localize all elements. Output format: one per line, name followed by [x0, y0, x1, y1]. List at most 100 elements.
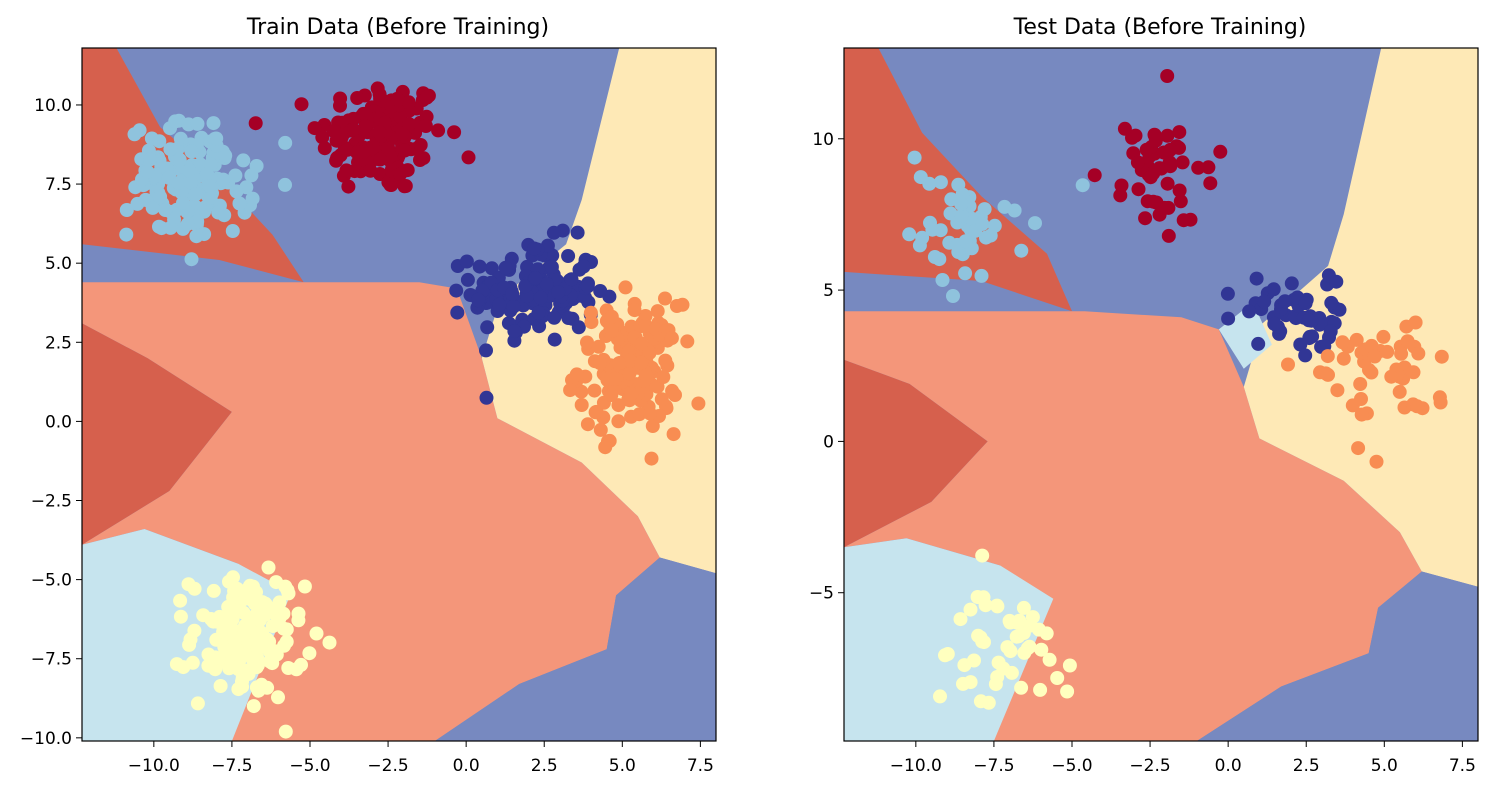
- test-point-class-2: [1354, 407, 1369, 422]
- test-y-tick-label: 5: [823, 281, 834, 301]
- train-point-class-2: [645, 419, 660, 433]
- train-point-class-1: [498, 260, 513, 275]
- train-point-class-0: [346, 111, 361, 126]
- test-point-class-2: [1336, 351, 1351, 366]
- test-chart-title: Test Data (Before Training): [1013, 15, 1307, 40]
- train-point-class-3: [228, 168, 243, 183]
- train-point-class-3: [171, 175, 186, 190]
- test-point-class-0: [1157, 200, 1172, 215]
- train-point-class-3: [130, 196, 145, 211]
- test-point-class-1: [1220, 286, 1235, 301]
- test-point-class-3: [974, 268, 989, 283]
- test-point-class-4: [1042, 652, 1057, 667]
- train-point-class-4: [173, 593, 188, 608]
- test-region-salmon: [844, 311, 1422, 741]
- train-point-class-2: [680, 334, 695, 349]
- train-y-tick-label: 10.0: [34, 96, 72, 116]
- test-point-class-3: [1028, 216, 1042, 231]
- train-point-class-1: [505, 286, 520, 301]
- test-point-class-2: [1411, 346, 1426, 361]
- train-point-class-4: [279, 634, 294, 649]
- train-point-class-3: [168, 114, 183, 129]
- train-point-class-4: [249, 607, 264, 622]
- train-point-class-0: [333, 91, 348, 106]
- test-point-class-2: [1384, 369, 1399, 384]
- test-point-class-0: [1128, 128, 1143, 143]
- test-point-class-2: [1434, 349, 1449, 364]
- train-y-tick-label: 2.5: [45, 333, 72, 353]
- train-y-tick-label: −2.5: [31, 492, 72, 512]
- test-point-class-3: [1075, 178, 1090, 193]
- train-point-class-1: [544, 260, 559, 274]
- train-point-class-3: [172, 152, 187, 167]
- test-point-class-1: [1266, 282, 1281, 297]
- test-point-class-2: [1400, 334, 1415, 349]
- train-point-class-4: [249, 680, 264, 695]
- test-cluster-1: [1220, 268, 1347, 363]
- test-point-class-0: [1131, 182, 1146, 197]
- train-point-class-2: [574, 398, 589, 412]
- train-point-class-1: [547, 332, 562, 347]
- train-point-class-1: [546, 225, 561, 240]
- train-point-class-4: [252, 629, 267, 644]
- train-point-class-4: [227, 640, 242, 654]
- train-point-class-2: [604, 388, 619, 402]
- train-point-class-3: [278, 177, 292, 192]
- train-region-light-yellow: [481, 48, 716, 574]
- test-point-class-1: [1242, 304, 1257, 319]
- train-point-class-2: [644, 451, 659, 466]
- test-point-class-0: [1161, 228, 1176, 243]
- test-point-class-4: [1003, 644, 1018, 659]
- train-point-class-3: [218, 148, 233, 163]
- train-point-class-2: [664, 331, 679, 346]
- test-point-class-0: [1160, 176, 1175, 191]
- train-point-class-1: [471, 292, 486, 307]
- train-point-class-0: [372, 87, 387, 102]
- train-point-class-3: [127, 127, 142, 142]
- test-point-class-4: [1025, 610, 1040, 625]
- train-point-class-4: [224, 659, 239, 674]
- test-point-class-2: [1392, 384, 1407, 399]
- train-region-salmon: [82, 282, 660, 741]
- test-cluster-4: [933, 548, 1077, 710]
- test-x-tick-label: 0.0: [1215, 756, 1242, 776]
- test-point-class-2: [1330, 383, 1345, 398]
- test-point-class-4: [1062, 658, 1077, 673]
- test-point-class-3: [925, 222, 940, 237]
- train-point-class-0: [248, 116, 263, 131]
- train-point-class-2: [574, 384, 589, 399]
- test-point-class-3: [946, 289, 960, 303]
- train-point-class-4: [228, 603, 243, 618]
- train-point-class-1: [479, 390, 494, 405]
- train-point-class-3: [119, 203, 134, 217]
- test-x-tick-label: −2.5: [1129, 756, 1170, 776]
- train-point-class-1: [506, 299, 521, 314]
- test-point-class-1: [1221, 311, 1236, 326]
- train-point-class-2: [691, 396, 706, 411]
- train-point-class-3: [184, 144, 199, 159]
- train-point-class-0: [326, 124, 341, 138]
- train-point-class-2: [604, 309, 619, 324]
- test-point-class-2: [1406, 365, 1421, 380]
- test-y-tick-label: −5: [809, 584, 834, 604]
- train-point-class-0: [419, 90, 434, 105]
- test-point-class-0: [1176, 213, 1191, 228]
- train-point-class-1: [539, 277, 554, 291]
- train-point-class-4: [206, 583, 221, 598]
- train-y-tick-label: −7.5: [31, 650, 72, 670]
- train-point-class-1: [528, 271, 543, 285]
- train-point-class-3: [203, 190, 218, 205]
- train-point-class-0: [294, 97, 309, 112]
- test-point-class-3: [913, 170, 928, 185]
- train-point-class-1: [479, 343, 493, 358]
- train-point-class-0: [461, 150, 476, 165]
- train-point-class-0: [363, 163, 378, 178]
- test-point-class-0: [1146, 194, 1161, 209]
- train-point-class-3: [163, 220, 178, 235]
- train-point-class-1: [540, 238, 555, 253]
- train-point-class-3: [245, 191, 260, 206]
- train-point-class-1: [561, 311, 576, 325]
- train-point-class-2: [598, 440, 613, 455]
- test-point-class-0: [1160, 128, 1175, 143]
- train-point-class-3: [199, 167, 214, 182]
